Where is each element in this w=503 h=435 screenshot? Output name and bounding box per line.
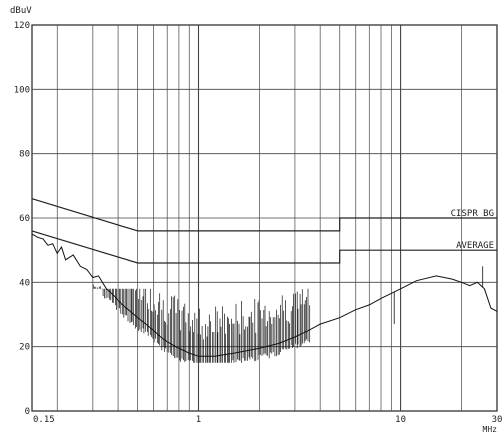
- x-tick-label: 10: [395, 415, 406, 425]
- emission-trace: [31, 233, 498, 357]
- y-tick-label: 100: [14, 85, 30, 95]
- limit-lines: CISPR_BG AVERAGE: [31, 198, 497, 264]
- y-tick-label: 60: [19, 214, 30, 224]
- axis-labels: 0 20 40 60 80 100 120 0.15 1 10 30 dBuV MHz: [10, 6, 502, 434]
- y-tick-label: 20: [19, 343, 30, 353]
- y-tick-label: 120: [14, 21, 30, 31]
- x-tick-label: 1: [196, 415, 201, 425]
- emission-line: [31, 233, 498, 357]
- limit-label: AVERAGE: [456, 241, 494, 251]
- x-tick-label: 30: [492, 415, 503, 425]
- y-axis-label: dBuV: [10, 6, 32, 16]
- y-tick-label: 40: [19, 278, 30, 288]
- limit-label: CISPR_BG: [451, 209, 494, 219]
- emission-spikes: [92, 266, 484, 363]
- limit-line: [31, 230, 497, 264]
- y-tick-label: 80: [19, 150, 30, 160]
- x-axis-label: MHz: [483, 425, 498, 434]
- y-tick-label: 0: [25, 407, 30, 417]
- x-tick-label: 0.15: [33, 415, 55, 425]
- limit-line: [31, 198, 497, 232]
